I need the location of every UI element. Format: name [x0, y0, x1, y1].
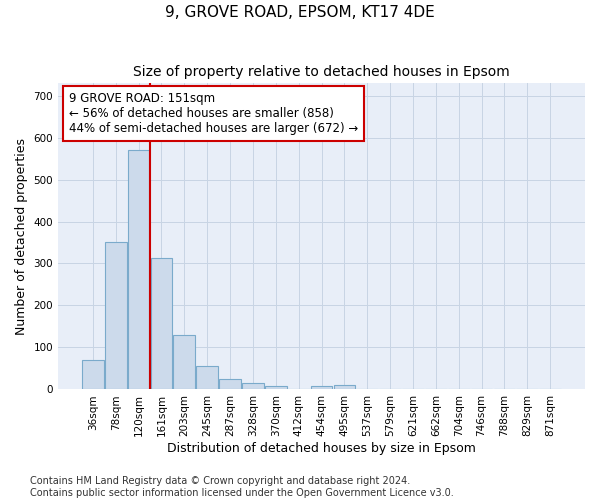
- Bar: [311, 386, 332, 390]
- Bar: [196, 366, 218, 390]
- Bar: [265, 386, 287, 390]
- Bar: [242, 383, 264, 390]
- Bar: [128, 150, 149, 390]
- Text: 9 GROVE ROAD: 151sqm
← 56% of detached houses are smaller (858)
44% of semi-deta: 9 GROVE ROAD: 151sqm ← 56% of detached h…: [68, 92, 358, 135]
- Text: Contains HM Land Registry data © Crown copyright and database right 2024.
Contai: Contains HM Land Registry data © Crown c…: [30, 476, 454, 498]
- Bar: [219, 379, 241, 390]
- Bar: [334, 386, 355, 390]
- Bar: [173, 335, 195, 390]
- Title: Size of property relative to detached houses in Epsom: Size of property relative to detached ho…: [133, 65, 510, 79]
- Text: 9, GROVE ROAD, EPSOM, KT17 4DE: 9, GROVE ROAD, EPSOM, KT17 4DE: [165, 5, 435, 20]
- Bar: [105, 242, 127, 390]
- Y-axis label: Number of detached properties: Number of detached properties: [15, 138, 28, 334]
- X-axis label: Distribution of detached houses by size in Epsom: Distribution of detached houses by size …: [167, 442, 476, 455]
- Bar: [82, 360, 104, 390]
- Bar: [151, 258, 172, 390]
